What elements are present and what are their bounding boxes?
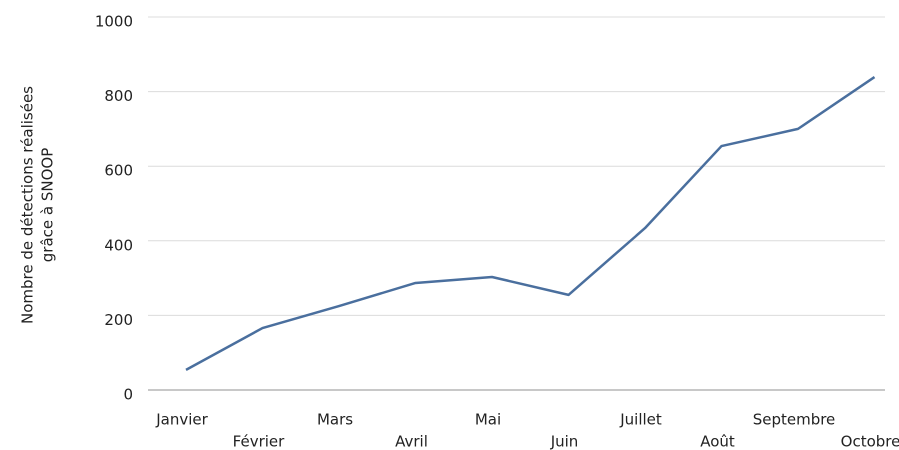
x-tick-label: Juin [550,433,579,450]
x-tick-label: Mai [475,411,501,429]
y-axis-title-line: grâce à SNOOP [39,148,57,263]
x-tick-label: Février [233,433,285,450]
y-tick-label: 0 [123,386,133,404]
x-tick-label: Mars [317,411,353,429]
x-tick-label: Janvier [155,411,208,429]
y-tick-label: 600 [104,162,133,180]
x-tick-label: Septembre [753,411,836,429]
y-tick-label: 1000 [95,13,133,31]
y-tick-label: 400 [104,236,133,254]
y-axis-title: Nombre de détections réalisées grâce à S… [19,86,57,324]
line [185,76,876,371]
x-tick-label: Avril [395,433,428,450]
y-tick-label: 800 [104,87,133,105]
x-tick-label: Octobre [841,433,899,450]
x-tick-label: Août [700,433,735,450]
y-tick-label: 200 [104,311,133,329]
x-tick-label: Juillet [619,411,662,429]
y-axis-title-line: Nombre de détections réalisées [19,86,37,324]
